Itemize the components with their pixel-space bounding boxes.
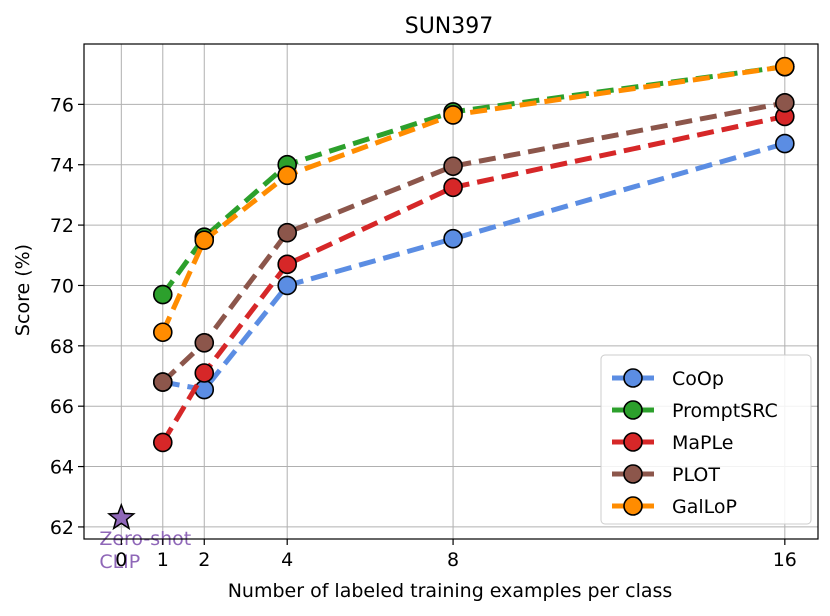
legend-label-plot: PLOT <box>672 464 720 486</box>
legend-label-gallop: GalLoP <box>672 496 737 518</box>
series-maple <box>152 106 795 453</box>
data-point-maple <box>194 363 215 383</box>
series-promptsrc <box>152 56 795 305</box>
x-tick-label: 1 <box>157 549 169 571</box>
y-axis-label: Score (%) <box>12 244 34 336</box>
data-point-plot <box>443 156 463 177</box>
x-tick-label: 4 <box>281 549 293 571</box>
data-point-gallop <box>152 322 173 343</box>
legend-marker-coop <box>623 368 643 388</box>
chart-title: SUN397 <box>405 14 494 39</box>
data-point-gallop <box>443 105 463 125</box>
y-tick-label: 64 <box>50 457 74 479</box>
series-line-coop <box>162 141 786 393</box>
legend-item-promptsrc: PromptSRC <box>612 400 778 422</box>
data-point-promptsrc <box>152 284 173 305</box>
legend-box <box>600 354 812 525</box>
legend-label-maple: MaPLe <box>672 432 733 454</box>
x-tick-label: 16 <box>773 549 797 571</box>
y-tick-label: 76 <box>50 94 74 116</box>
legend-marker-maple <box>623 432 643 452</box>
data-point-maple <box>152 432 173 453</box>
plot-frame <box>83 43 819 540</box>
series-gallop <box>152 56 795 343</box>
series-line-promptsrc <box>160 64 786 296</box>
x-axis-ticks: 0 1 2 4 8 16 <box>115 539 797 571</box>
zero-shot-label-line-2: CLIP <box>99 551 140 573</box>
legend: CoOp PromptSRC MaPLe PLOT GalLoP <box>600 354 812 525</box>
zero-shot-star-marker <box>107 502 136 531</box>
legend-marker-plot <box>623 464 643 484</box>
legend-marker-gallop <box>623 496 643 516</box>
legend-item-plot: PLOT <box>612 464 720 486</box>
legend-item-coop: CoOp <box>612 368 724 390</box>
y-tick-label: 62 <box>50 517 74 539</box>
legend-label-coop: CoOp <box>672 368 724 390</box>
legend-item-gallop: GalLoP <box>612 496 737 518</box>
data-point-gallop <box>277 165 297 186</box>
data-point-coop <box>194 379 215 400</box>
series-layer <box>152 56 795 453</box>
legend-item-maple: MaPLe <box>612 432 733 454</box>
data-point-coop <box>443 228 463 249</box>
series-plot <box>152 93 795 392</box>
data-point-gallop <box>194 230 215 250</box>
legend-marker-promptsrc <box>623 400 643 420</box>
data-point-plot <box>277 222 297 243</box>
series-line-plot <box>161 100 786 384</box>
y-tick-label: 74 <box>50 155 74 177</box>
series-line-maple <box>160 113 786 444</box>
data-point-maple <box>277 254 297 275</box>
data-point-plot <box>152 372 173 392</box>
y-tick-label: 66 <box>50 396 74 418</box>
data-point-maple <box>443 177 463 198</box>
y-tick-label: 68 <box>50 336 74 358</box>
data-point-coop <box>277 275 297 296</box>
series-line-gallop <box>160 64 786 334</box>
data-point-plot <box>194 333 215 353</box>
y-axis-ticks: 62 64 66 68 70 72 74 76 <box>50 94 84 539</box>
x-tick-label: 2 <box>198 549 210 571</box>
data-point-plot <box>775 93 795 113</box>
x-tick-label: 8 <box>447 549 459 571</box>
data-point-coop <box>775 133 795 154</box>
data-point-gallop <box>775 56 795 77</box>
x-axis-label: Number of labeled training examples per … <box>228 580 673 602</box>
legend-label-promptsrc: PromptSRC <box>672 400 778 422</box>
y-tick-label: 70 <box>50 275 74 297</box>
y-tick-label: 72 <box>50 215 74 237</box>
x-tick-label: 0 <box>115 549 127 571</box>
